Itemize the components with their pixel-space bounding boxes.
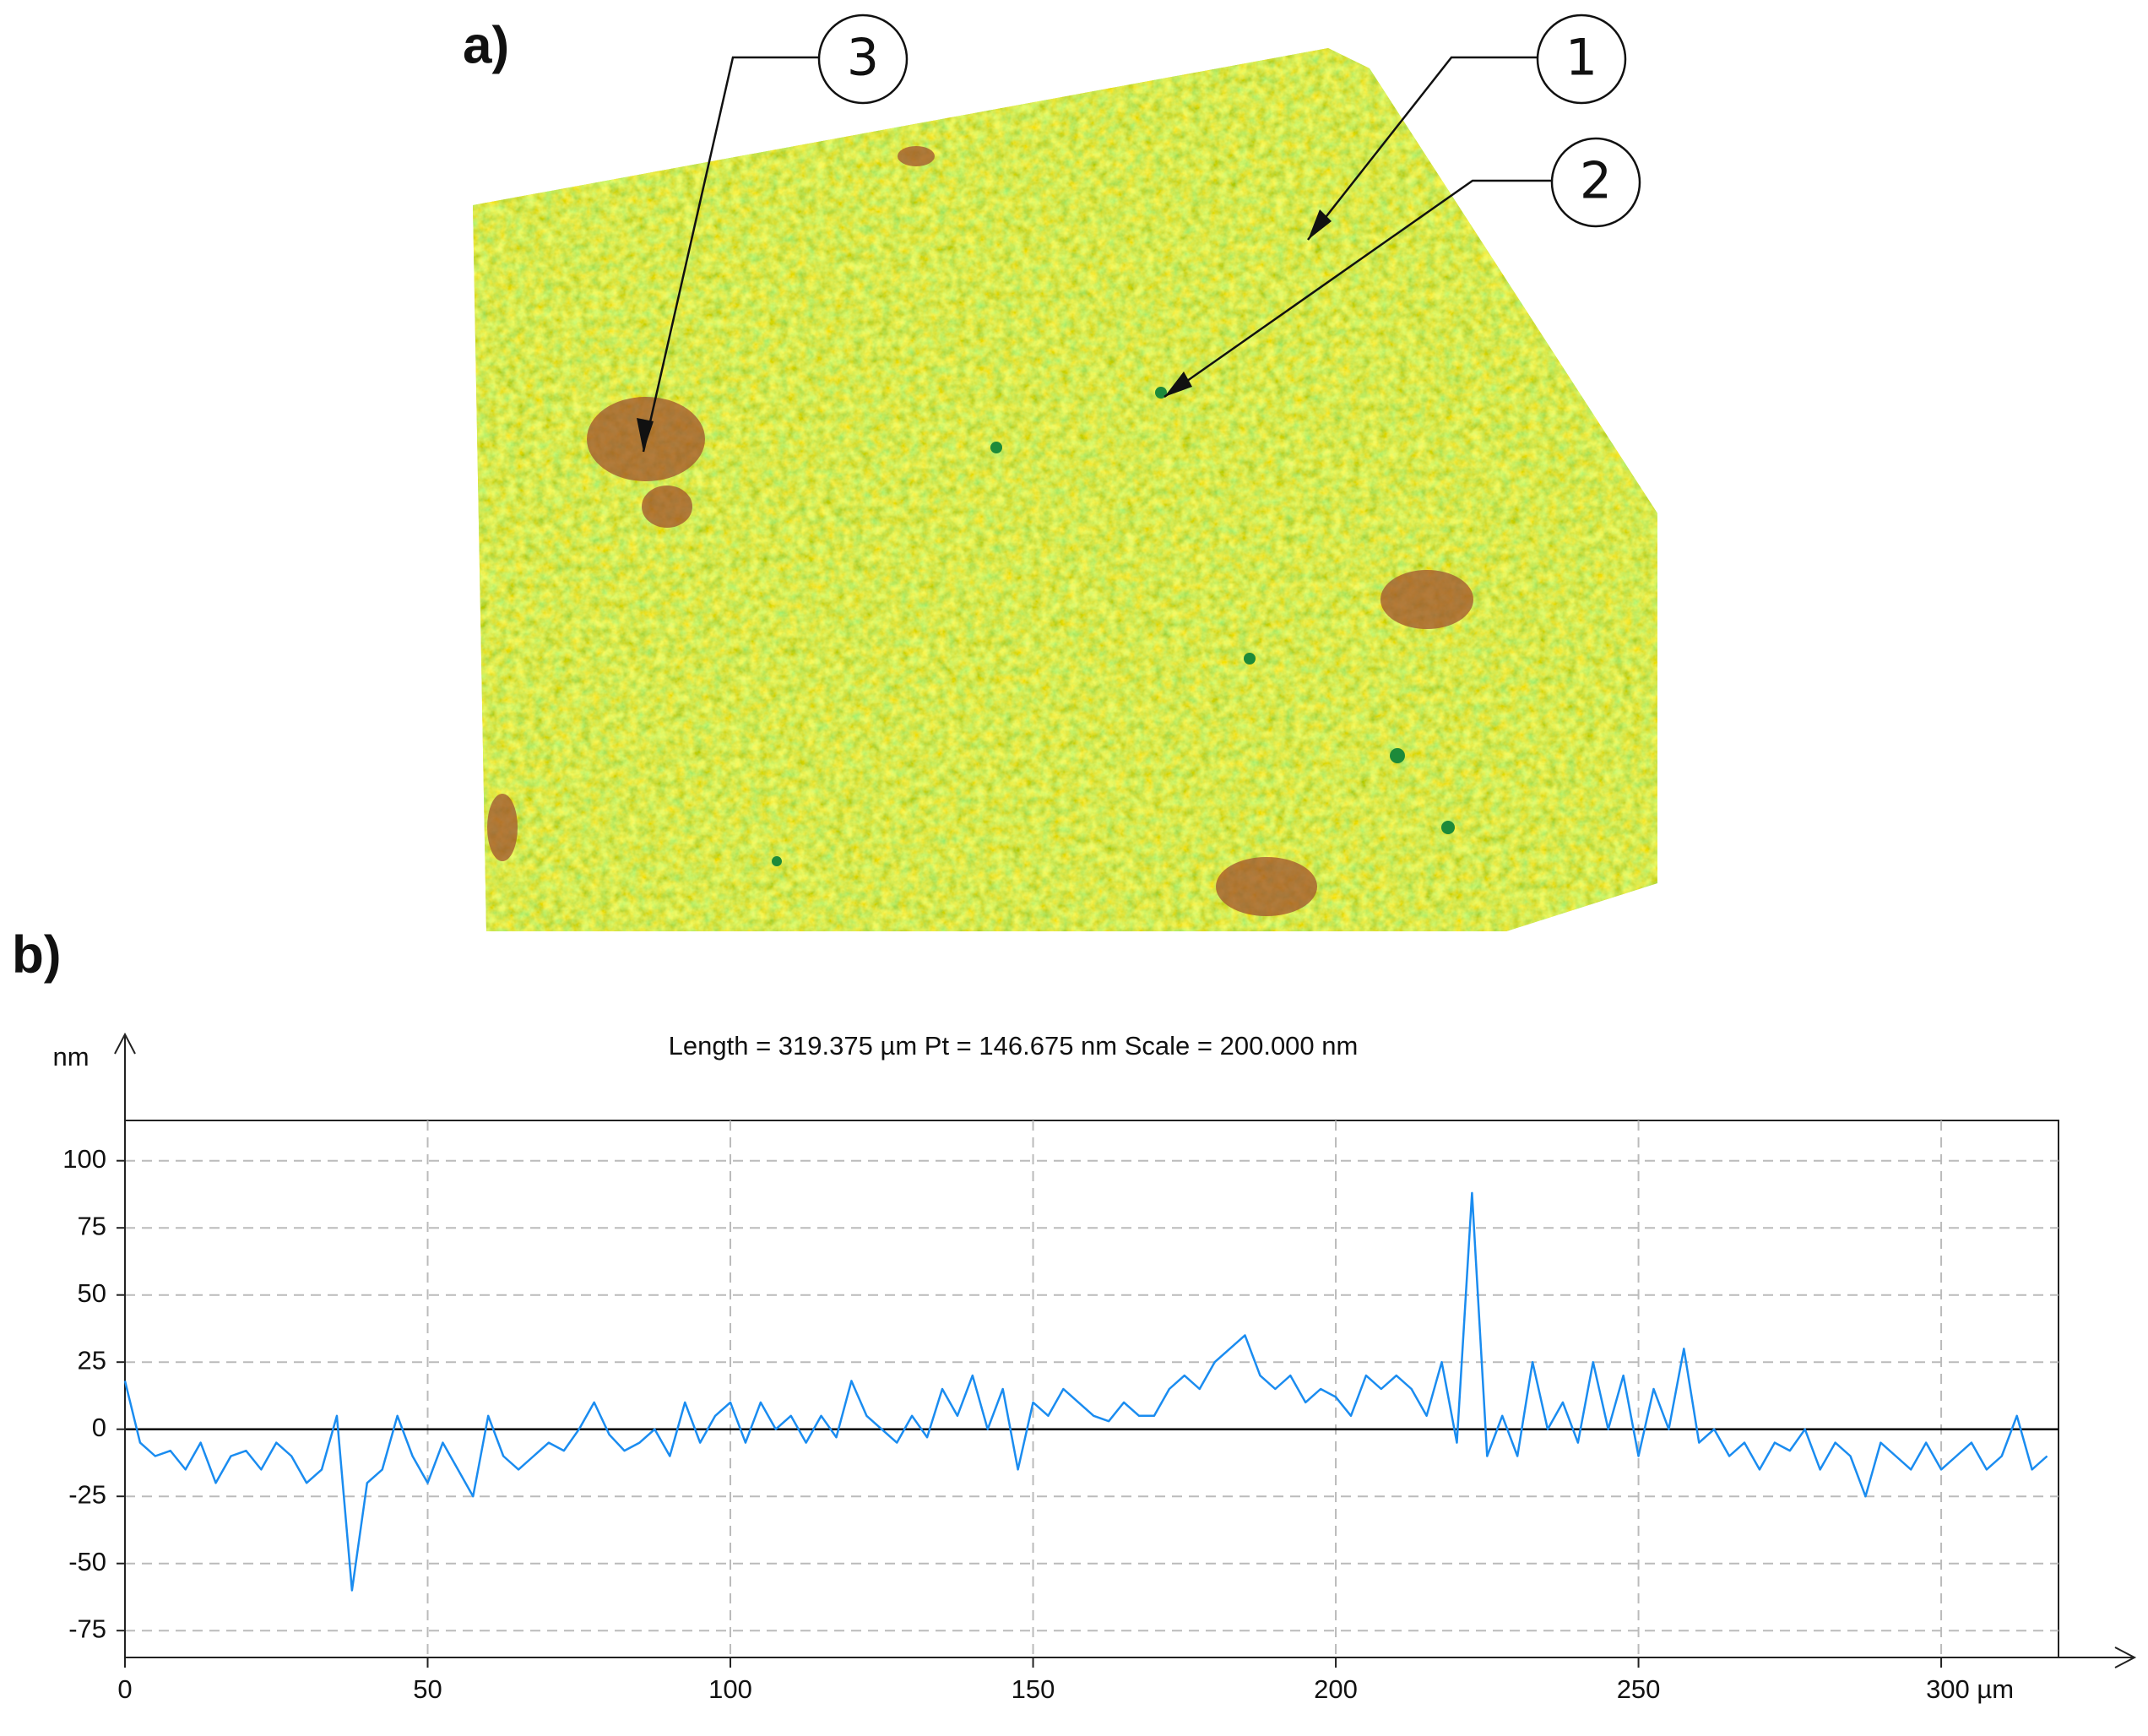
panel-label: b) xyxy=(12,925,62,984)
x-tick-label: 250 xyxy=(1617,1674,1661,1704)
leader-arrows xyxy=(637,209,1332,452)
surface-defects xyxy=(487,146,1473,916)
plot-frame xyxy=(124,1120,2059,1658)
y-axis-unit: nm xyxy=(52,1042,89,1071)
y-tick-label: 75 xyxy=(78,1211,106,1240)
callout: 3 xyxy=(847,29,879,88)
y-tick-label: 100 xyxy=(62,1144,106,1174)
y-tick-label: 0 xyxy=(92,1413,106,1442)
x-tick-label: 300 µm xyxy=(1926,1674,2014,1704)
profile-line xyxy=(123,1191,2048,1592)
callout: 2 xyxy=(1580,152,1612,211)
y-tick-label: -75 xyxy=(68,1614,106,1643)
x-tick-label: 100 xyxy=(708,1674,752,1704)
y-tick-label: -50 xyxy=(68,1547,106,1576)
chart-title: Length = 319.375 µm Pt = 146.675 nm Scal… xyxy=(669,1031,1359,1061)
x-tick-label: 0 xyxy=(117,1674,132,1704)
surface-pits xyxy=(772,387,1455,866)
leader-lines xyxy=(642,56,1552,453)
y-axis-arrow xyxy=(114,1032,136,1055)
y-tick-label: 50 xyxy=(78,1278,106,1308)
x-tick-label: 200 xyxy=(1314,1674,1358,1704)
callout-circles xyxy=(817,14,1641,228)
y-tick-label: -25 xyxy=(68,1479,106,1509)
x-tick-label: 50 xyxy=(413,1674,442,1704)
x-axis-arrow xyxy=(2114,1646,2137,1668)
surface-texture xyxy=(473,48,1657,931)
y-tick-label: 25 xyxy=(78,1345,106,1375)
callout: 1 xyxy=(1565,29,1597,88)
panel-label: a) xyxy=(463,16,509,74)
x-tick-label: 150 xyxy=(1012,1674,1055,1704)
